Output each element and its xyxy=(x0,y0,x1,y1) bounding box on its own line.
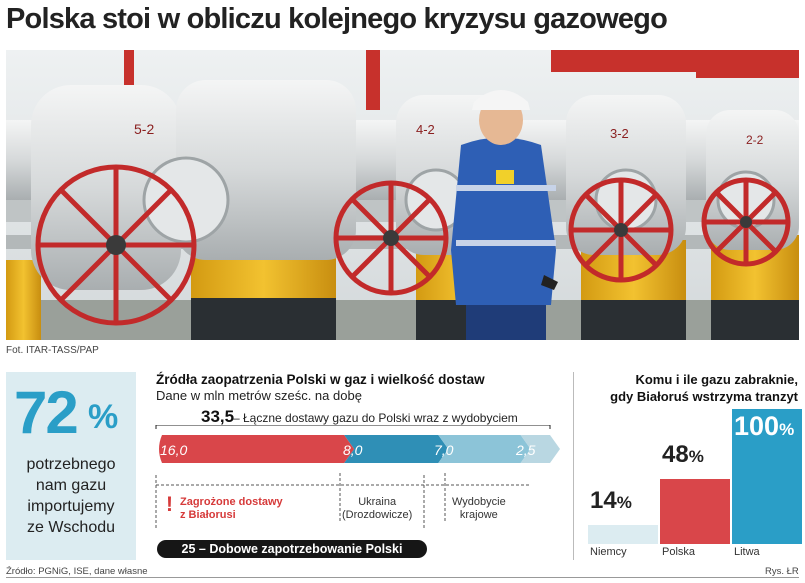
supply-title: Źródła zaopatrzenia Polski w gaz i wielk… xyxy=(156,372,485,387)
supply-segment xyxy=(344,435,449,463)
title-line: gdy Białoruś wstrzyma tranzyt xyxy=(610,389,798,404)
shortfall-country-label: Niemcy xyxy=(590,546,627,558)
shortfall-title: Komu i ile gazu zabraknie, gdy Białoruś … xyxy=(588,371,798,405)
note-line: krajowe xyxy=(459,509,498,521)
warning-line: z Białorusi xyxy=(180,509,236,521)
guide-lines xyxy=(155,473,530,530)
segment-label-other: 2,5 xyxy=(516,442,536,458)
warning-icon: ! xyxy=(166,493,173,516)
daily-demand-label: 25 – Dobowe zapotrzebowanie Polski xyxy=(157,540,427,558)
ukraine-note: Ukraina (Drozdowicze) xyxy=(342,496,412,522)
warning-text: Zagrożone dostawy z Białorusi xyxy=(180,496,283,522)
note-line: Wydobycie xyxy=(452,496,506,508)
shortfall-value-label: 14% xyxy=(590,487,632,515)
shortfall-bar xyxy=(732,409,802,544)
import-stat-box: 72 % potrzebnego nam gazu importujemy ze… xyxy=(6,372,136,560)
total-supply-value: 33,5 xyxy=(201,407,235,426)
warning-line: Zagrożone dostawy xyxy=(180,496,283,508)
valve-label: 2-2 xyxy=(746,133,764,147)
valve-label: 4-2 xyxy=(416,122,435,137)
production-note: Wydobycie krajowe xyxy=(452,496,506,522)
import-stat-text: potrzebnego nam gazu importujemy ze Wsch… xyxy=(6,454,136,538)
note-line: Ukraina xyxy=(358,496,397,508)
stat-line: importujemy xyxy=(27,498,115,515)
bottom-rule xyxy=(6,577,799,578)
supply-segment xyxy=(438,435,531,463)
valve-label: 3-2 xyxy=(610,126,629,141)
photo-credit: Fot. ITAR-TASS/PAP xyxy=(6,345,99,356)
supply-segment xyxy=(520,435,560,463)
supply-diagram xyxy=(155,425,560,530)
shortfall-bar xyxy=(588,525,658,544)
segment-label-belarus: 16,0 xyxy=(160,442,188,458)
stat-line: potrzebnego xyxy=(26,456,116,473)
gas-station-photo: 5-2 4-2 3-2 2-2 xyxy=(6,50,799,340)
segment-label-production: 7,0 xyxy=(434,442,454,458)
supply-subtitle: Dane w mln metrów sześc. na dobę xyxy=(156,388,362,403)
worker xyxy=(451,90,558,340)
percent-sign: % xyxy=(88,398,119,436)
shortfall-value-label: 48% xyxy=(662,441,704,469)
total-supply-label: – Łączne dostawy gazu do Polski wraz z w… xyxy=(233,411,518,425)
shortfall-country-label: Polska xyxy=(662,546,696,558)
shortfall-country-label: Litwa xyxy=(734,546,760,558)
source-note: Źródło: PGNiG, ISE, dane własne xyxy=(6,566,148,577)
valve-label: 5-2 xyxy=(134,121,154,137)
stat-line: nam gazu xyxy=(35,477,107,494)
supply-segments xyxy=(159,435,560,463)
supply-segment xyxy=(159,435,355,463)
stat-line: ze Wschodu xyxy=(26,519,116,536)
shortfall-value-label: 100% xyxy=(734,411,795,441)
title-line: Komu i ile gazu zabraknie, xyxy=(635,372,798,387)
shortfall-bar xyxy=(660,479,730,544)
headline: Polska stoi w obliczu kolejnego kryzysu … xyxy=(6,3,668,35)
note-line: (Drozdowicze) xyxy=(342,509,413,521)
section-divider xyxy=(573,372,574,560)
illustration-credit: Rys. ŁR xyxy=(765,566,799,577)
segment-label-ukraine: 8,0 xyxy=(343,442,363,458)
import-percentage: 72 xyxy=(14,379,79,446)
